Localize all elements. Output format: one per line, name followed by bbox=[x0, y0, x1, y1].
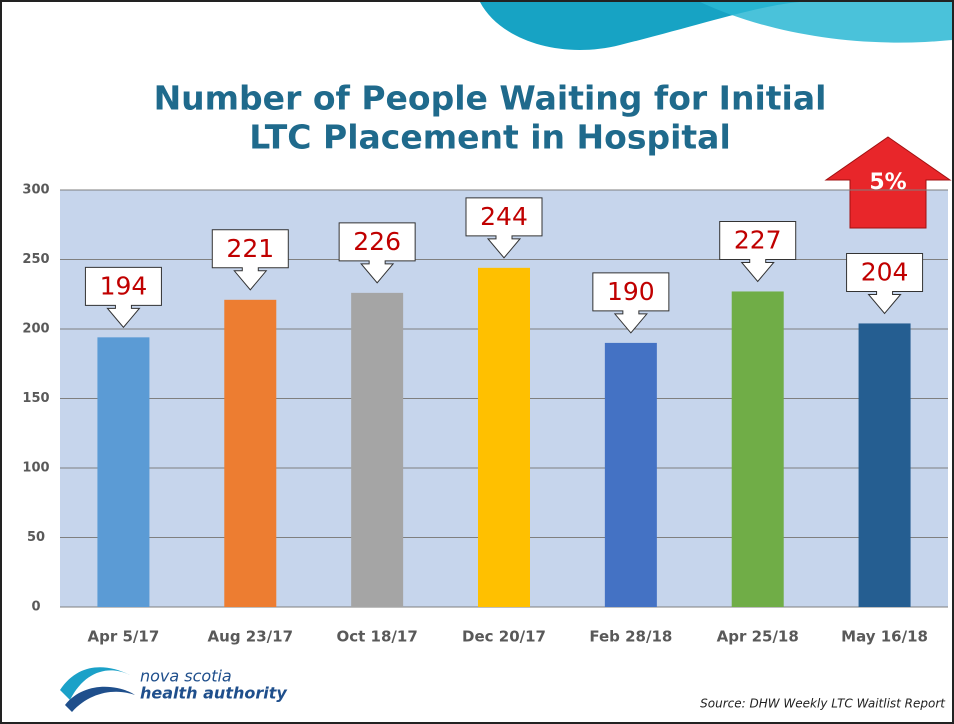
data-label: 221 bbox=[226, 234, 274, 263]
y-tick-label: 50 bbox=[27, 530, 45, 545]
data-label: 244 bbox=[480, 202, 528, 231]
y-tick-label: 300 bbox=[22, 183, 49, 198]
y-tick-label: 250 bbox=[22, 252, 49, 267]
x-tick-label: Apr 25/18 bbox=[717, 628, 799, 646]
logo-text: health authority bbox=[140, 684, 287, 703]
bar bbox=[859, 323, 911, 607]
data-label: 227 bbox=[734, 225, 782, 254]
x-tick-label: Aug 23/17 bbox=[208, 628, 293, 646]
x-tick-label: Feb 28/18 bbox=[589, 628, 672, 646]
x-tick-label: Dec 20/17 bbox=[462, 628, 546, 646]
x-tick-label: Oct 18/17 bbox=[337, 628, 418, 646]
chart-title: LTC Placement in Hospital bbox=[249, 118, 731, 157]
bar bbox=[605, 343, 657, 607]
x-tick-label: Apr 5/17 bbox=[88, 628, 160, 646]
data-label: 190 bbox=[607, 277, 655, 306]
y-tick-label: 0 bbox=[31, 600, 40, 615]
chart-title: Number of People Waiting for Initial bbox=[154, 79, 827, 118]
bar bbox=[732, 291, 784, 607]
y-tick-label: 200 bbox=[22, 322, 49, 337]
bar bbox=[478, 268, 530, 607]
bar bbox=[97, 337, 149, 607]
data-label: 204 bbox=[861, 257, 909, 286]
bar bbox=[351, 293, 403, 607]
y-tick-label: 100 bbox=[22, 461, 49, 476]
chart: Number of People Waiting for Initial LTC… bbox=[0, 0, 954, 724]
y-tick-label: 150 bbox=[22, 391, 49, 406]
x-tick-label: May 16/18 bbox=[841, 628, 928, 646]
source: Source: DHW Weekly LTC Waitlist Report bbox=[700, 697, 946, 711]
annotation: 5% bbox=[869, 170, 906, 195]
data-label: 194 bbox=[100, 271, 148, 300]
data-label: 226 bbox=[353, 227, 401, 256]
bar bbox=[224, 300, 276, 607]
